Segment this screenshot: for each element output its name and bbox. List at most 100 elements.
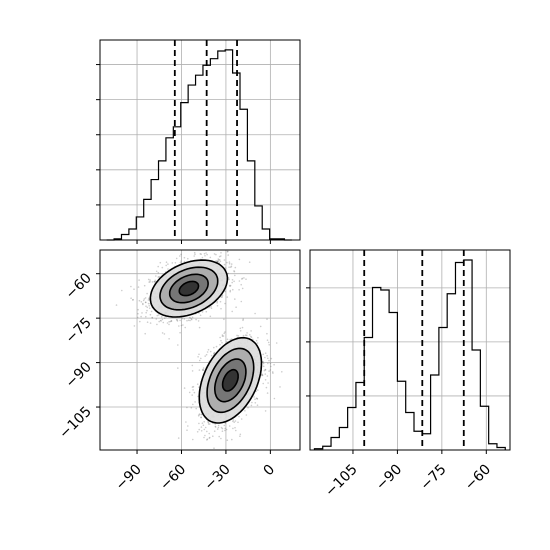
sample-point	[204, 255, 206, 257]
sample-point	[146, 321, 149, 324]
sample-point	[214, 425, 217, 428]
sample-point	[201, 422, 204, 425]
sample-point	[200, 416, 202, 419]
sample-point	[168, 338, 170, 340]
sample-point	[180, 260, 182, 262]
sample-point	[163, 317, 166, 320]
sample-point	[232, 427, 234, 430]
sample-point	[132, 299, 134, 301]
sample-point	[151, 281, 154, 283]
sample-point	[206, 351, 209, 353]
sample-point	[273, 363, 275, 366]
sample-point	[175, 257, 178, 260]
sample-point	[251, 401, 253, 404]
sample-point	[130, 297, 132, 300]
sample-point	[183, 318, 186, 320]
sample-point	[197, 395, 199, 398]
sample-point	[136, 316, 139, 319]
sample-point	[159, 319, 162, 322]
sample-point	[146, 306, 149, 309]
sample-point	[213, 430, 216, 433]
sample-point	[221, 430, 224, 433]
x-tick-label: −60	[157, 462, 189, 494]
sample-point	[151, 317, 154, 319]
sample-point	[268, 344, 271, 346]
sample-point	[182, 324, 184, 326]
sample-point	[185, 421, 187, 423]
sample-point	[201, 311, 204, 313]
sample-point	[231, 438, 233, 441]
sample-point	[198, 414, 200, 416]
sample-point	[231, 310, 233, 313]
sample-point	[195, 407, 197, 410]
sample-point	[245, 414, 248, 416]
sample-point	[168, 321, 170, 323]
sample-point	[230, 263, 233, 265]
sample-point	[243, 277, 245, 279]
sample-point	[196, 383, 199, 386]
sample-point	[220, 307, 222, 310]
sample-point	[226, 261, 228, 264]
sample-point	[145, 301, 147, 304]
sample-point	[238, 289, 240, 291]
sample-point	[223, 424, 226, 427]
sample-point	[226, 338, 229, 341]
sample-point	[158, 275, 160, 278]
sample-point	[193, 251, 196, 254]
sample-point	[220, 252, 222, 254]
sample-point	[271, 371, 274, 373]
sample-point	[268, 359, 270, 362]
sample-point	[142, 299, 145, 302]
sample-point	[264, 379, 267, 381]
sample-point	[174, 262, 177, 264]
sample-point	[170, 319, 173, 322]
sample-point	[244, 334, 247, 337]
sample-point	[158, 320, 160, 323]
sample-point	[165, 261, 168, 264]
sample-point	[229, 284, 232, 287]
sample-point	[242, 318, 244, 321]
sample-point	[179, 319, 181, 322]
sample-point	[262, 361, 264, 363]
sample-point	[213, 346, 215, 349]
sample-point	[234, 298, 236, 300]
sample-point	[207, 421, 209, 423]
sample-point	[218, 435, 220, 438]
sample-point	[254, 402, 257, 404]
sample-point	[209, 436, 211, 439]
sample-point	[198, 369, 201, 371]
sample-point	[162, 321, 165, 324]
sample-point	[190, 318, 193, 321]
sample-point	[210, 305, 212, 308]
density-contour	[178, 280, 200, 297]
sample-point	[201, 368, 204, 371]
sample-point	[229, 290, 231, 293]
sample-point	[140, 315, 142, 318]
sample-point	[139, 320, 141, 323]
sample-point	[190, 318, 193, 320]
sample-point	[179, 261, 182, 264]
y-tick-label: −60	[63, 270, 95, 302]
sample-point	[186, 429, 188, 432]
sample-point	[200, 357, 202, 360]
sample-point	[148, 305, 150, 307]
sample-point	[181, 317, 183, 320]
sample-point	[177, 437, 180, 439]
sample-point	[163, 333, 166, 335]
sample-point	[266, 355, 268, 357]
sample-point	[179, 255, 181, 257]
sample-point	[265, 386, 268, 389]
sample-point	[146, 292, 148, 295]
sample-point	[221, 342, 223, 344]
sample-point	[241, 277, 244, 280]
sample-point	[216, 304, 219, 307]
sample-point	[148, 297, 150, 300]
sample-point	[137, 286, 140, 288]
sample-point	[141, 312, 143, 314]
sample-point	[239, 435, 241, 438]
sample-point	[143, 284, 146, 287]
sample-point	[146, 309, 148, 312]
sample-point	[269, 362, 272, 365]
sample-point	[255, 339, 258, 342]
